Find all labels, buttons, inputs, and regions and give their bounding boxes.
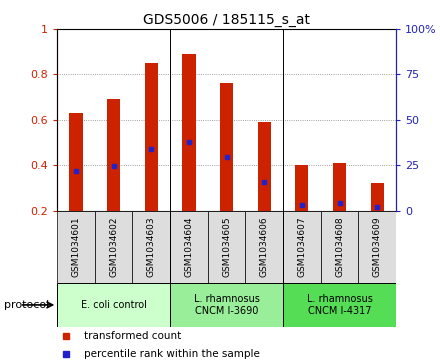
Bar [182,54,195,211]
Text: GSM1034605: GSM1034605 [222,216,231,277]
Bar [321,211,358,283]
Bar [170,283,283,327]
Bar [283,211,321,283]
Text: percentile rank within the sample: percentile rank within the sample [84,349,260,359]
Bar [283,283,396,327]
Text: L. rhamnosus
CNCM I-4317: L. rhamnosus CNCM I-4317 [307,294,373,316]
Text: GSM1034604: GSM1034604 [184,216,194,277]
Text: transformed count: transformed count [84,331,181,341]
Bar [370,183,384,211]
Text: GSM1034607: GSM1034607 [297,216,306,277]
Bar [258,122,271,211]
Text: protocol: protocol [4,300,50,310]
Text: E. coli control: E. coli control [81,300,147,310]
Bar [170,211,208,283]
Bar [333,163,346,211]
Bar [57,211,95,283]
Bar [358,211,396,283]
Bar [220,83,233,211]
Bar [107,99,120,211]
Bar [70,113,83,211]
Bar [95,211,132,283]
Text: GSM1034609: GSM1034609 [373,216,381,277]
Bar [295,165,308,211]
Text: GSM1034602: GSM1034602 [109,216,118,277]
Bar [57,283,170,327]
Bar [246,211,283,283]
Text: L. rhamnosus
CNCM I-3690: L. rhamnosus CNCM I-3690 [194,294,260,316]
Text: GSM1034608: GSM1034608 [335,216,344,277]
Bar [145,63,158,211]
Bar [208,211,246,283]
Text: GSM1034601: GSM1034601 [72,216,81,277]
Text: GSM1034603: GSM1034603 [147,216,156,277]
Text: GSM1034606: GSM1034606 [260,216,269,277]
Bar [132,211,170,283]
Title: GDS5006 / 185115_s_at: GDS5006 / 185115_s_at [143,13,310,26]
